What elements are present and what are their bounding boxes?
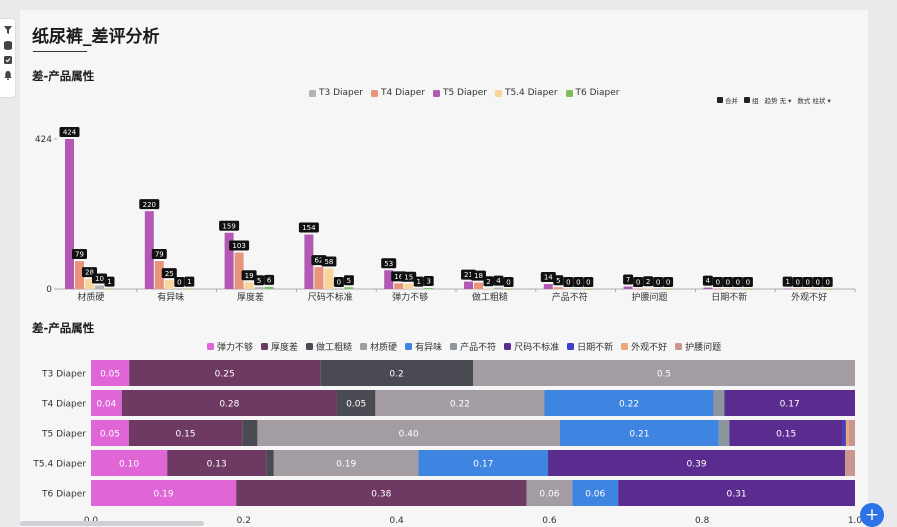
legend-label: T5 Diaper: [442, 88, 487, 98]
legend-swatch: [494, 89, 502, 97]
legend-swatch: [432, 89, 440, 97]
bar-chart-legend-item[interactable]: T5 Diaper: [432, 88, 487, 98]
bar-chart-legend-item[interactable]: T6 Diaper: [565, 88, 620, 98]
toolbar-option[interactable]: 趋势 无 ▾: [765, 95, 792, 105]
legend-swatch: [261, 343, 269, 350]
bar-chart-legend-item[interactable]: T5.4 Diaper: [494, 88, 558, 98]
legend-label: T4 Diaper: [380, 88, 425, 98]
bar-chart-legend-item[interactable]: T3 Diaper: [309, 88, 363, 98]
legend-swatch: [207, 343, 214, 350]
bell-icon[interactable]: [3, 69, 13, 81]
stacked-chart-legend: 弹力不够 厚度差 做工粗糙 材质硬 有异味 产品不符 尺码不标准 日期不新 外观不好 护腰问题: [207, 340, 721, 353]
stacked-chart-legend-item[interactable]: 尺码不标准: [504, 340, 559, 353]
stacked-chart-legend-item[interactable]: 外观不好: [621, 340, 667, 353]
title-underline: [33, 51, 87, 52]
report-page: 纸尿裤_差评分析 差-产品属性 T3 Diaper T4 Diaper T5 Dia…: [20, 10, 868, 527]
legend-label: T6 Diaper: [575, 88, 620, 98]
legend-swatch: [306, 343, 314, 350]
legend-label: 弹力不够: [217, 343, 254, 353]
legend-swatch: [309, 89, 316, 97]
filter-icon[interactable]: [3, 24, 13, 36]
stacked-chart-legend-item[interactable]: 做工粗糙: [306, 340, 352, 353]
stacked-chart-legend-item[interactable]: 产品不符: [450, 340, 496, 353]
checkbox-icon[interactable]: [3, 54, 13, 66]
chart-toolbar: 合并 组趋势 无 ▾ 数式 柱状 ▾: [717, 95, 831, 105]
legend-swatch: [621, 343, 629, 350]
left-toolbar: [0, 18, 16, 98]
legend-swatch: [360, 343, 368, 350]
toolbar-option[interactable]: 合并: [717, 95, 738, 105]
bar-chart-legend-item[interactable]: T4 Diaper: [370, 88, 425, 98]
legend-swatch: [370, 89, 378, 97]
legend-swatch: [675, 343, 683, 350]
page-title: 纸尿裤_差评分析: [32, 27, 160, 47]
toolbar-option-label: 数式 柱状 ▾: [797, 97, 831, 105]
stacked-chart-title: 差-产品属性: [32, 321, 95, 335]
add-button[interactable]: +: [860, 503, 884, 527]
legend-label: 外观不好: [631, 343, 668, 353]
legend-label: 材质硬: [370, 343, 398, 353]
toolbar-option[interactable]: 数式 柱状 ▾: [797, 95, 830, 105]
legend-swatch: [504, 343, 512, 350]
toolbar-option[interactable]: 组: [744, 95, 759, 105]
legend-label: 厚度差: [271, 343, 299, 353]
bar-chart-title: 差-产品属性: [32, 69, 95, 83]
legend-label: 尺码不标准: [514, 343, 560, 353]
legend-swatch: [567, 343, 575, 350]
stacked-chart-legend-item[interactable]: 护腰问题: [675, 340, 721, 353]
legend-label: 有异味: [415, 343, 443, 353]
legend-label: 做工粗糙: [316, 343, 353, 353]
legend-label: 护腰问题: [685, 343, 722, 353]
stacked-chart-legend-item[interactable]: 材质硬: [360, 340, 397, 353]
legend-swatch: [405, 343, 413, 350]
stacked-chart-legend-item[interactable]: 弹力不够: [207, 340, 253, 353]
checkbox-icon[interactable]: [744, 97, 750, 103]
stacked-chart-legend-item[interactable]: 厚度差: [261, 340, 298, 353]
stacked-chart-legend-item[interactable]: 有异味: [405, 340, 442, 353]
toolbar-option-label: 趋势 无 ▾: [764, 97, 792, 105]
legend-label: 产品不符: [460, 343, 497, 353]
bar-chart-legend: T3 Diaper T4 Diaper T5 Diaper T5.4 Diaper T6…: [309, 88, 620, 98]
legend-label: 日期不新: [577, 343, 614, 353]
database-icon[interactable]: [3, 39, 13, 51]
toolbar-option-label: 组: [752, 97, 759, 105]
toolbar-option-label: 合并: [725, 97, 738, 105]
legend-label: T3 Diaper: [319, 88, 363, 98]
checkbox-icon[interactable]: [717, 97, 723, 103]
legend-swatch: [450, 343, 458, 350]
horizontal-scrollbar[interactable]: [20, 521, 204, 526]
legend-swatch: [565, 89, 573, 97]
legend-label: T5.4 Diaper: [504, 88, 558, 98]
stacked-chart-legend-item[interactable]: 日期不新: [567, 340, 613, 353]
